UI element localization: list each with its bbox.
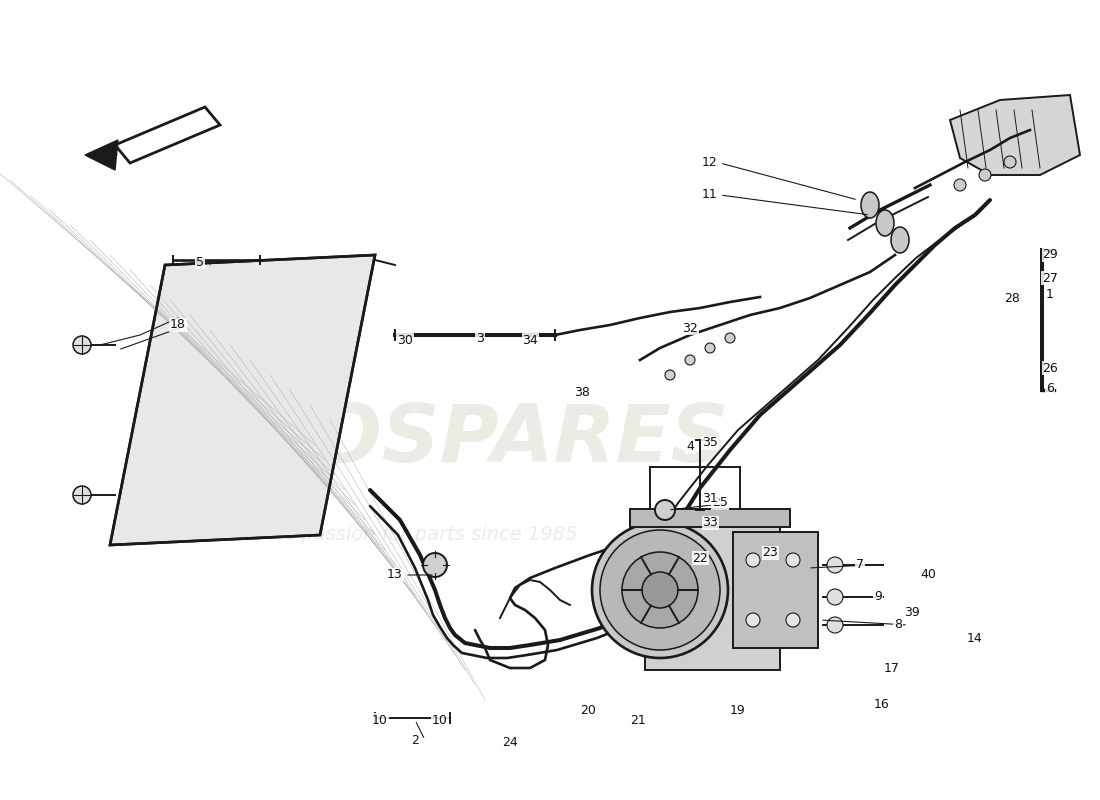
- Polygon shape: [85, 140, 118, 170]
- Text: 12: 12: [702, 157, 718, 170]
- Text: 2: 2: [411, 734, 419, 746]
- Polygon shape: [110, 255, 375, 545]
- Circle shape: [424, 553, 447, 577]
- Text: 35: 35: [702, 437, 718, 450]
- Bar: [630, 509, 790, 527]
- Text: 25: 25: [712, 497, 728, 510]
- Polygon shape: [645, 517, 780, 670]
- Text: 8: 8: [894, 618, 902, 631]
- Circle shape: [600, 530, 720, 650]
- Circle shape: [725, 333, 735, 343]
- Text: 4: 4: [686, 441, 694, 454]
- Text: 10: 10: [432, 714, 448, 726]
- Circle shape: [642, 572, 678, 608]
- Text: EUROSPARES: EUROSPARES: [131, 401, 729, 479]
- Circle shape: [979, 169, 991, 181]
- Circle shape: [73, 336, 91, 354]
- Text: 20: 20: [580, 703, 596, 717]
- Text: 19: 19: [730, 703, 746, 717]
- Text: 10: 10: [372, 714, 388, 726]
- Text: 28: 28: [1004, 291, 1020, 305]
- Text: 40: 40: [920, 569, 936, 582]
- Text: 14: 14: [967, 631, 983, 645]
- Text: 24: 24: [502, 737, 518, 750]
- Text: 13: 13: [387, 569, 403, 582]
- Circle shape: [786, 553, 800, 567]
- Text: 31: 31: [702, 491, 718, 505]
- Ellipse shape: [876, 210, 894, 236]
- Text: 11: 11: [702, 189, 718, 202]
- Circle shape: [827, 589, 843, 605]
- Text: 30: 30: [397, 334, 412, 346]
- Text: 5: 5: [196, 255, 204, 269]
- Text: 17: 17: [884, 662, 900, 674]
- Circle shape: [73, 486, 91, 504]
- Circle shape: [592, 522, 728, 658]
- Text: 7: 7: [856, 558, 864, 571]
- Circle shape: [746, 553, 760, 567]
- Circle shape: [827, 617, 843, 633]
- Text: 32: 32: [682, 322, 697, 334]
- Text: a passion for parts since 1985: a passion for parts since 1985: [283, 526, 578, 545]
- Ellipse shape: [861, 192, 879, 218]
- Text: 39: 39: [904, 606, 920, 618]
- Text: 21: 21: [630, 714, 646, 726]
- Circle shape: [827, 557, 843, 573]
- Text: 6: 6: [1046, 382, 1054, 394]
- Text: 16: 16: [874, 698, 890, 711]
- Text: 29: 29: [1042, 249, 1058, 262]
- Circle shape: [705, 343, 715, 353]
- Circle shape: [746, 613, 760, 627]
- Circle shape: [954, 179, 966, 191]
- Text: 38: 38: [574, 386, 590, 399]
- Circle shape: [786, 613, 800, 627]
- Text: 33: 33: [702, 517, 718, 530]
- Text: 3: 3: [476, 331, 484, 345]
- Text: 23: 23: [762, 546, 778, 559]
- Text: 22: 22: [692, 551, 708, 565]
- Ellipse shape: [891, 227, 909, 253]
- Circle shape: [621, 552, 698, 628]
- Circle shape: [685, 355, 695, 365]
- Circle shape: [1004, 156, 1016, 168]
- Text: 26: 26: [1042, 362, 1058, 374]
- Circle shape: [666, 370, 675, 380]
- Circle shape: [654, 500, 675, 520]
- Polygon shape: [950, 95, 1080, 175]
- Text: 34: 34: [522, 334, 538, 346]
- Text: 27: 27: [1042, 271, 1058, 285]
- Text: 9: 9: [874, 590, 882, 603]
- Polygon shape: [733, 532, 818, 648]
- Text: 1: 1: [1046, 289, 1054, 302]
- Text: 18: 18: [170, 318, 186, 331]
